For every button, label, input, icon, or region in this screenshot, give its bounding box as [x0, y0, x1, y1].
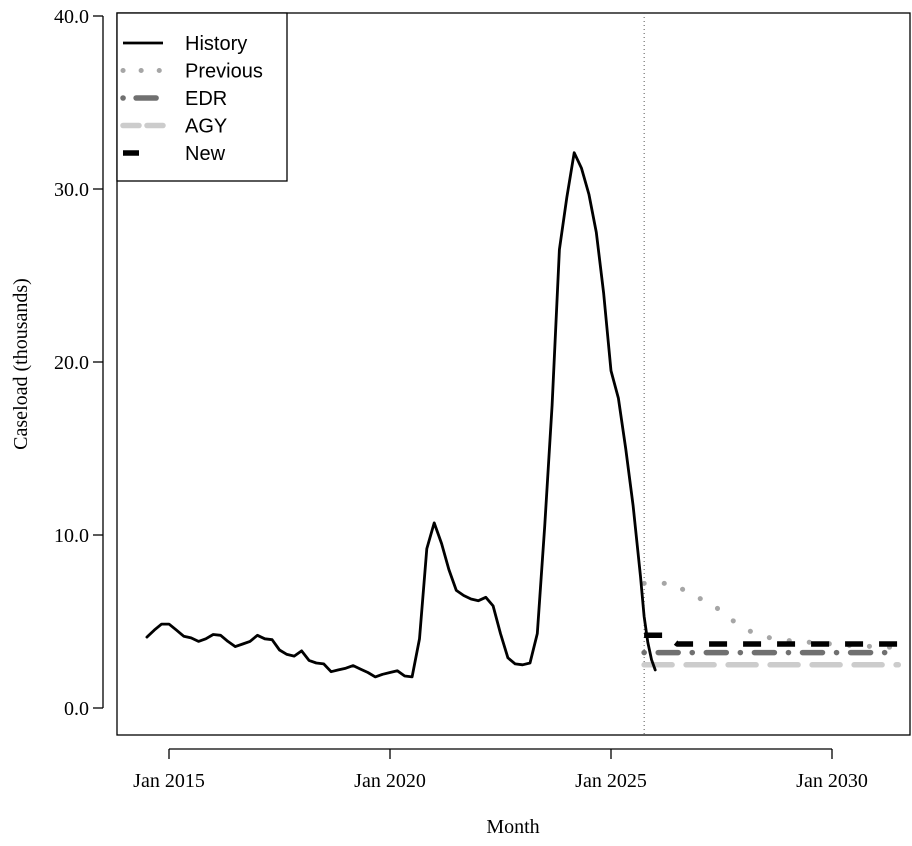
x-tick-label: Jan 2020 [354, 770, 426, 792]
legend-label-previous: Previous [185, 61, 263, 83]
legend: History Previous EDR AGY New [116, 12, 288, 182]
x-axis: Jan 2015 Jan 2020 Jan 2025 Jan 2030 [133, 748, 868, 792]
y-tick-label: 40.0 [54, 6, 89, 28]
x-tick-label: Jan 2015 [133, 770, 205, 792]
series-layer [145, 151, 902, 679]
y-axis: 0.0 10.0 20.0 30.0 40.0 [54, 6, 104, 720]
y-tick-label: 20.0 [54, 352, 89, 374]
plot-frame [116, 12, 911, 736]
series-line-new [644, 632, 899, 647]
series-line-history [145, 151, 657, 679]
series-line-previous [641, 580, 901, 650]
y-tick-label: 30.0 [54, 179, 89, 201]
x-axis-title: Month [486, 816, 539, 838]
x-tick-label: Jan 2030 [796, 770, 868, 792]
y-tick-label: 0.0 [64, 698, 89, 720]
legend-label-agy: AGY [185, 116, 227, 138]
legend-label-history: History [185, 33, 247, 55]
y-tick-label: 10.0 [54, 525, 89, 547]
legend-label-new: New [185, 143, 226, 165]
y-axis-title: Caseload (thousands) [10, 278, 32, 450]
x-tick-label: Jan 2025 [575, 770, 647, 792]
legend-label-edr: EDR [185, 88, 227, 110]
